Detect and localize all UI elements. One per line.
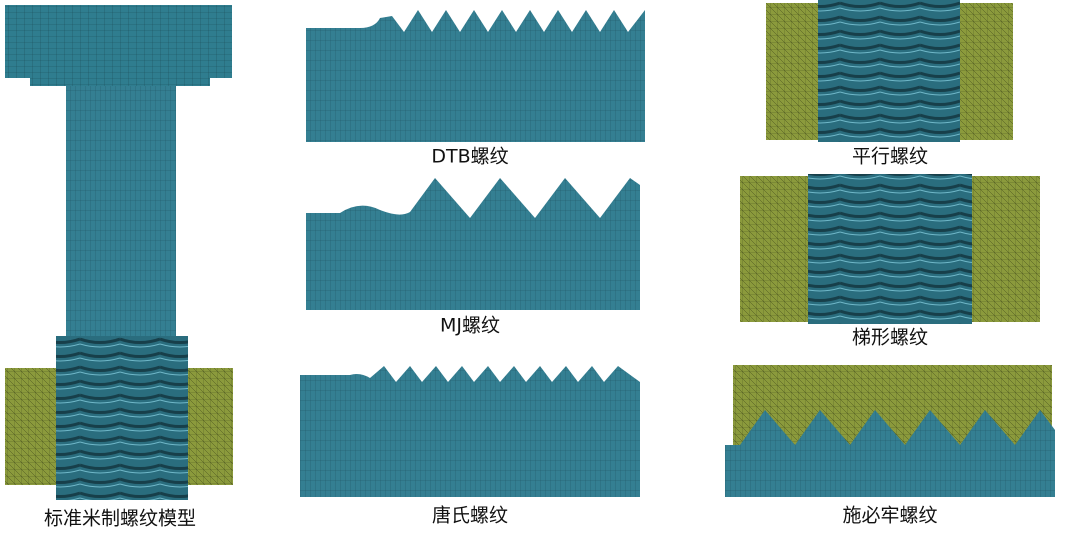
- caption: 唐氏螺纹: [432, 505, 508, 527]
- parallel-thread: [766, 0, 1013, 142]
- trapezoid-thread: [740, 174, 1040, 324]
- caption: DTB螺纹: [431, 146, 508, 168]
- caption: 梯形螺纹: [852, 327, 928, 349]
- spiralock-thread: [725, 365, 1055, 497]
- caption: MJ螺纹: [440, 315, 500, 337]
- caption: 施必牢螺纹: [842, 505, 937, 527]
- caption: 平行螺纹: [852, 146, 928, 168]
- mj-thread: [306, 178, 640, 310]
- dtb-thread: [306, 10, 645, 142]
- caption: 标准米制螺纹模型: [44, 508, 196, 530]
- tang-thread: [300, 366, 640, 497]
- bolt-model: [5, 5, 233, 500]
